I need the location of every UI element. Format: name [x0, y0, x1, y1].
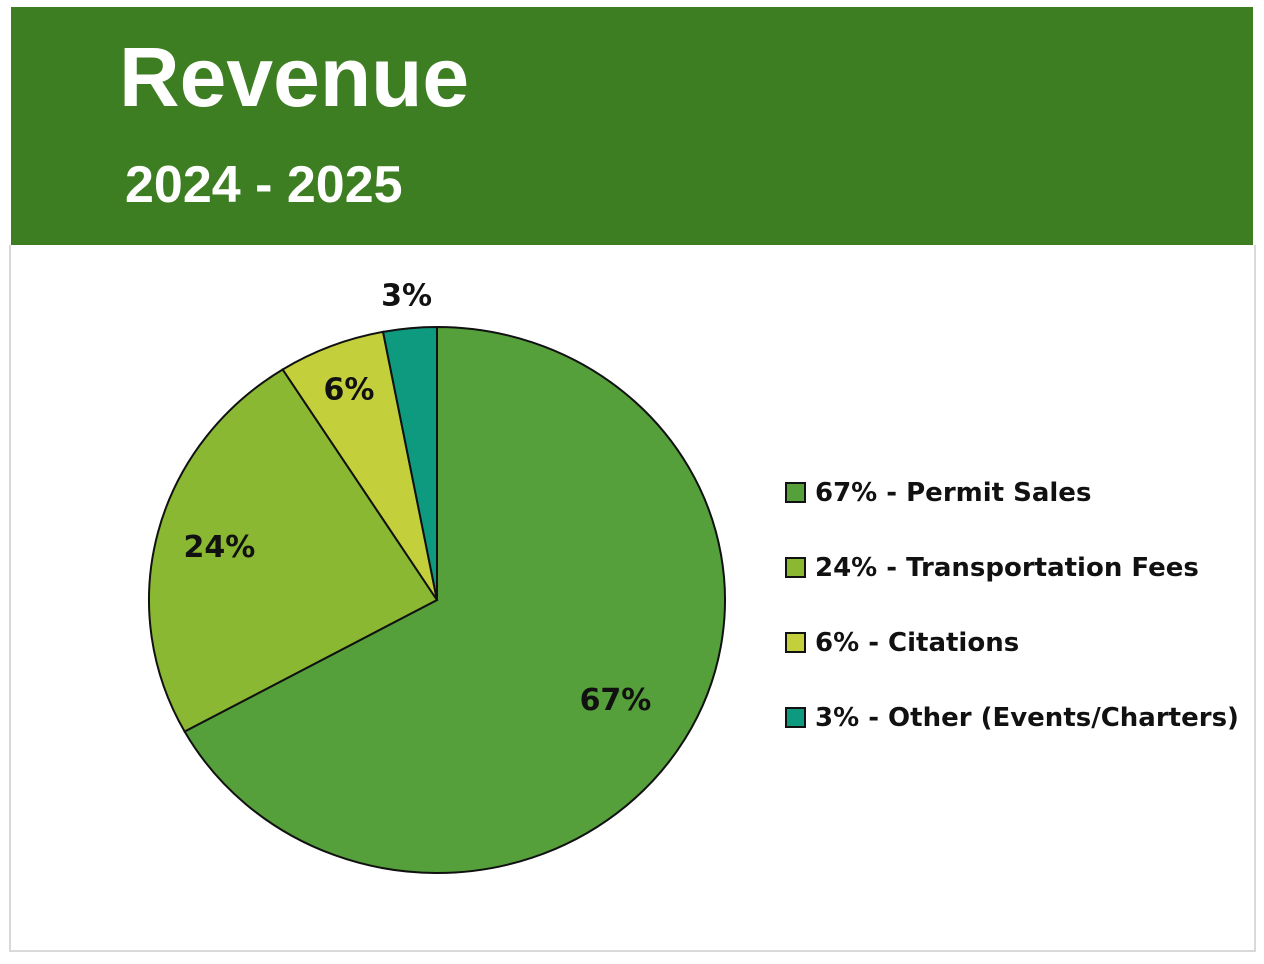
- data-label: 6%: [324, 372, 375, 407]
- legend-swatch: [785, 482, 806, 503]
- legend-item: 67% - Permit Sales: [785, 455, 1239, 530]
- legend-label: 24% - Transportation Fees: [815, 552, 1199, 583]
- header-banner: Revenue 2024 - 2025: [11, 7, 1253, 245]
- legend-swatch: [785, 557, 806, 578]
- pie-slice-permit-sales: [183, 325, 726, 874]
- data-label: 24%: [184, 530, 256, 565]
- data-label: 3%: [381, 279, 432, 314]
- legend-label: 6% - Citations: [815, 627, 1020, 658]
- page-subtitle: 2024 - 2025: [125, 156, 403, 214]
- legend: 67% - Permit Sales 24% - Transportation …: [785, 455, 1239, 755]
- legend-item: 6% - Citations: [785, 605, 1239, 680]
- legend-swatch: [785, 707, 806, 728]
- pie-slice-transportation-fees: [148, 368, 439, 733]
- legend-label: 67% - Permit Sales: [815, 477, 1092, 508]
- page-title: Revenue: [119, 30, 470, 124]
- legend-swatch: [785, 632, 806, 653]
- data-label: 67%: [580, 683, 652, 718]
- pie-slice-other-events-charters: [381, 325, 438, 601]
- legend-item: 3% - Other (Events/Charters): [785, 680, 1239, 755]
- legend-item: 24% - Transportation Fees: [785, 530, 1239, 605]
- legend-label: 3% - Other (Events/Charters): [815, 702, 1239, 733]
